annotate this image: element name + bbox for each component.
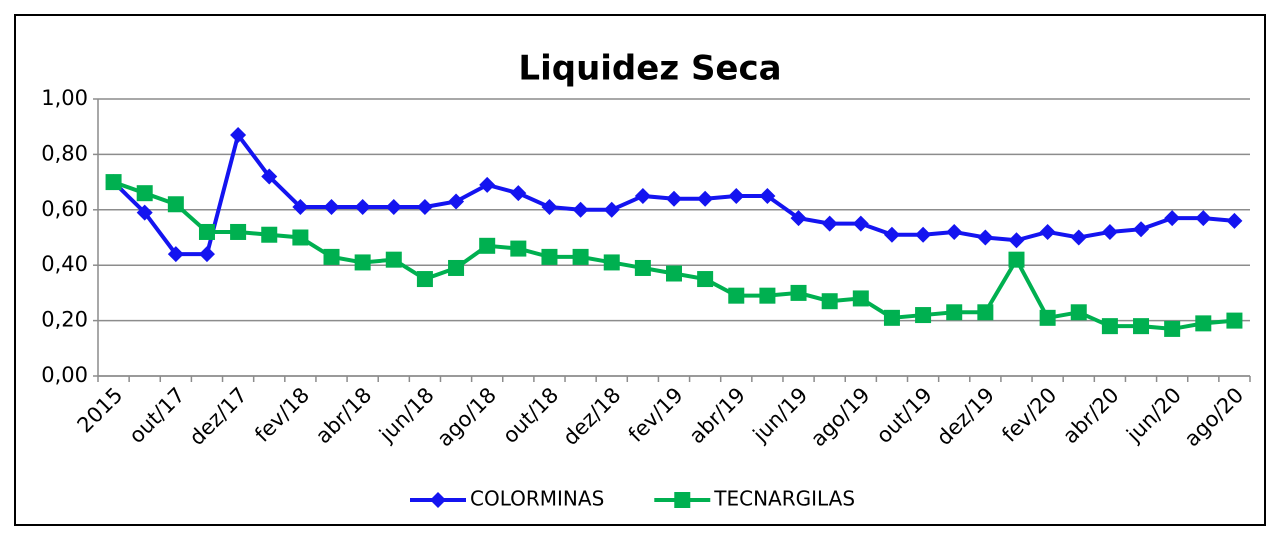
data-point — [915, 226, 932, 243]
y-tick-label: 0,60 — [41, 197, 88, 221]
data-point — [448, 193, 465, 210]
legend-label: COLORMINAS — [470, 487, 604, 511]
data-point — [105, 174, 122, 191]
data-point — [354, 254, 371, 271]
data-point — [167, 246, 184, 263]
data-point — [541, 199, 558, 216]
data-point — [198, 246, 215, 263]
y-tick-label: 0,20 — [41, 308, 88, 332]
data-point — [666, 190, 682, 207]
data-point — [136, 204, 153, 221]
data-point — [261, 168, 278, 185]
data-point — [448, 259, 465, 276]
data-point — [759, 187, 776, 204]
data-point — [292, 229, 309, 246]
data-point — [1070, 229, 1087, 246]
data-point — [1195, 210, 1212, 227]
data-point — [479, 176, 496, 193]
data-point — [1164, 210, 1181, 227]
data-point — [167, 196, 184, 213]
data-point — [1039, 309, 1056, 326]
data-point — [136, 185, 153, 202]
data-point — [323, 248, 340, 265]
data-point — [1195, 315, 1212, 332]
data-point — [230, 127, 247, 144]
y-tick-label: 1,00 — [41, 86, 88, 110]
data-point — [1070, 304, 1087, 321]
data-point — [1039, 223, 1056, 240]
data-point — [946, 304, 963, 321]
legend-marker — [430, 492, 446, 508]
data-point — [1101, 223, 1118, 240]
chart-title: Liquidez Seca — [518, 49, 781, 89]
data-point — [1226, 312, 1243, 329]
data-point — [1101, 318, 1118, 335]
data-point — [385, 251, 402, 268]
data-point — [541, 248, 558, 265]
data-point — [292, 199, 309, 216]
data-point — [790, 210, 807, 227]
data-point — [1008, 232, 1025, 249]
data-point — [603, 254, 620, 271]
data-point — [1133, 318, 1150, 335]
data-point — [198, 223, 215, 240]
y-tick-label: 0,00 — [41, 363, 88, 387]
data-point — [230, 223, 247, 240]
legend-marker — [674, 492, 691, 508]
data-point — [852, 215, 869, 232]
data-point — [354, 199, 371, 216]
data-point — [416, 199, 433, 216]
data-point — [697, 190, 714, 207]
data-point — [634, 259, 651, 276]
data-point — [634, 187, 651, 204]
data-point — [1133, 221, 1150, 238]
data-point — [510, 240, 527, 257]
data-point — [572, 201, 589, 218]
data-point — [977, 304, 994, 321]
data-point — [759, 287, 776, 304]
data-point — [852, 290, 869, 307]
data-point — [1008, 251, 1025, 268]
data-point — [821, 293, 838, 310]
data-point — [821, 215, 838, 232]
data-point — [479, 237, 496, 254]
y-tick-label: 0,80 — [41, 141, 88, 165]
data-point — [416, 271, 433, 288]
data-point — [977, 229, 994, 246]
legend-label: TECNARGILAS — [713, 487, 855, 511]
data-point — [728, 287, 745, 304]
data-point — [883, 309, 900, 326]
y-tick-label: 0,40 — [41, 252, 88, 276]
data-point — [1226, 212, 1243, 229]
data-point — [510, 185, 527, 202]
data-point — [728, 187, 745, 204]
data-point — [946, 223, 963, 240]
data-point — [603, 201, 620, 218]
data-point — [883, 226, 900, 243]
data-point — [790, 284, 807, 301]
data-point — [697, 271, 714, 288]
data-point — [666, 265, 682, 282]
data-point — [261, 226, 278, 243]
data-point — [1164, 320, 1181, 337]
data-point — [385, 199, 402, 216]
data-point — [915, 307, 932, 324]
data-point — [572, 248, 589, 265]
data-point — [323, 199, 340, 216]
